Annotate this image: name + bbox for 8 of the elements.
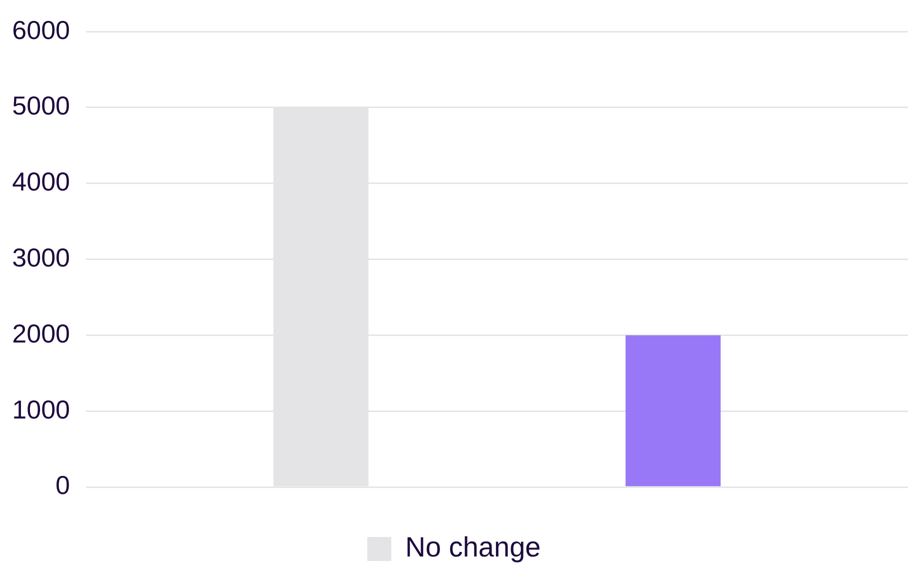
y-tick-label: 5000 — [12, 90, 70, 121]
legend-label: No change — [405, 532, 541, 563]
y-tick-label: 4000 — [12, 166, 70, 197]
y-tick-label: 3000 — [12, 242, 70, 272]
y-tick-label: 1000 — [12, 394, 70, 424]
y-tick-label: 0 — [56, 470, 70, 500]
y-tick-label: 2000 — [12, 318, 70, 348]
y-tick-label: 6000 — [12, 14, 70, 45]
